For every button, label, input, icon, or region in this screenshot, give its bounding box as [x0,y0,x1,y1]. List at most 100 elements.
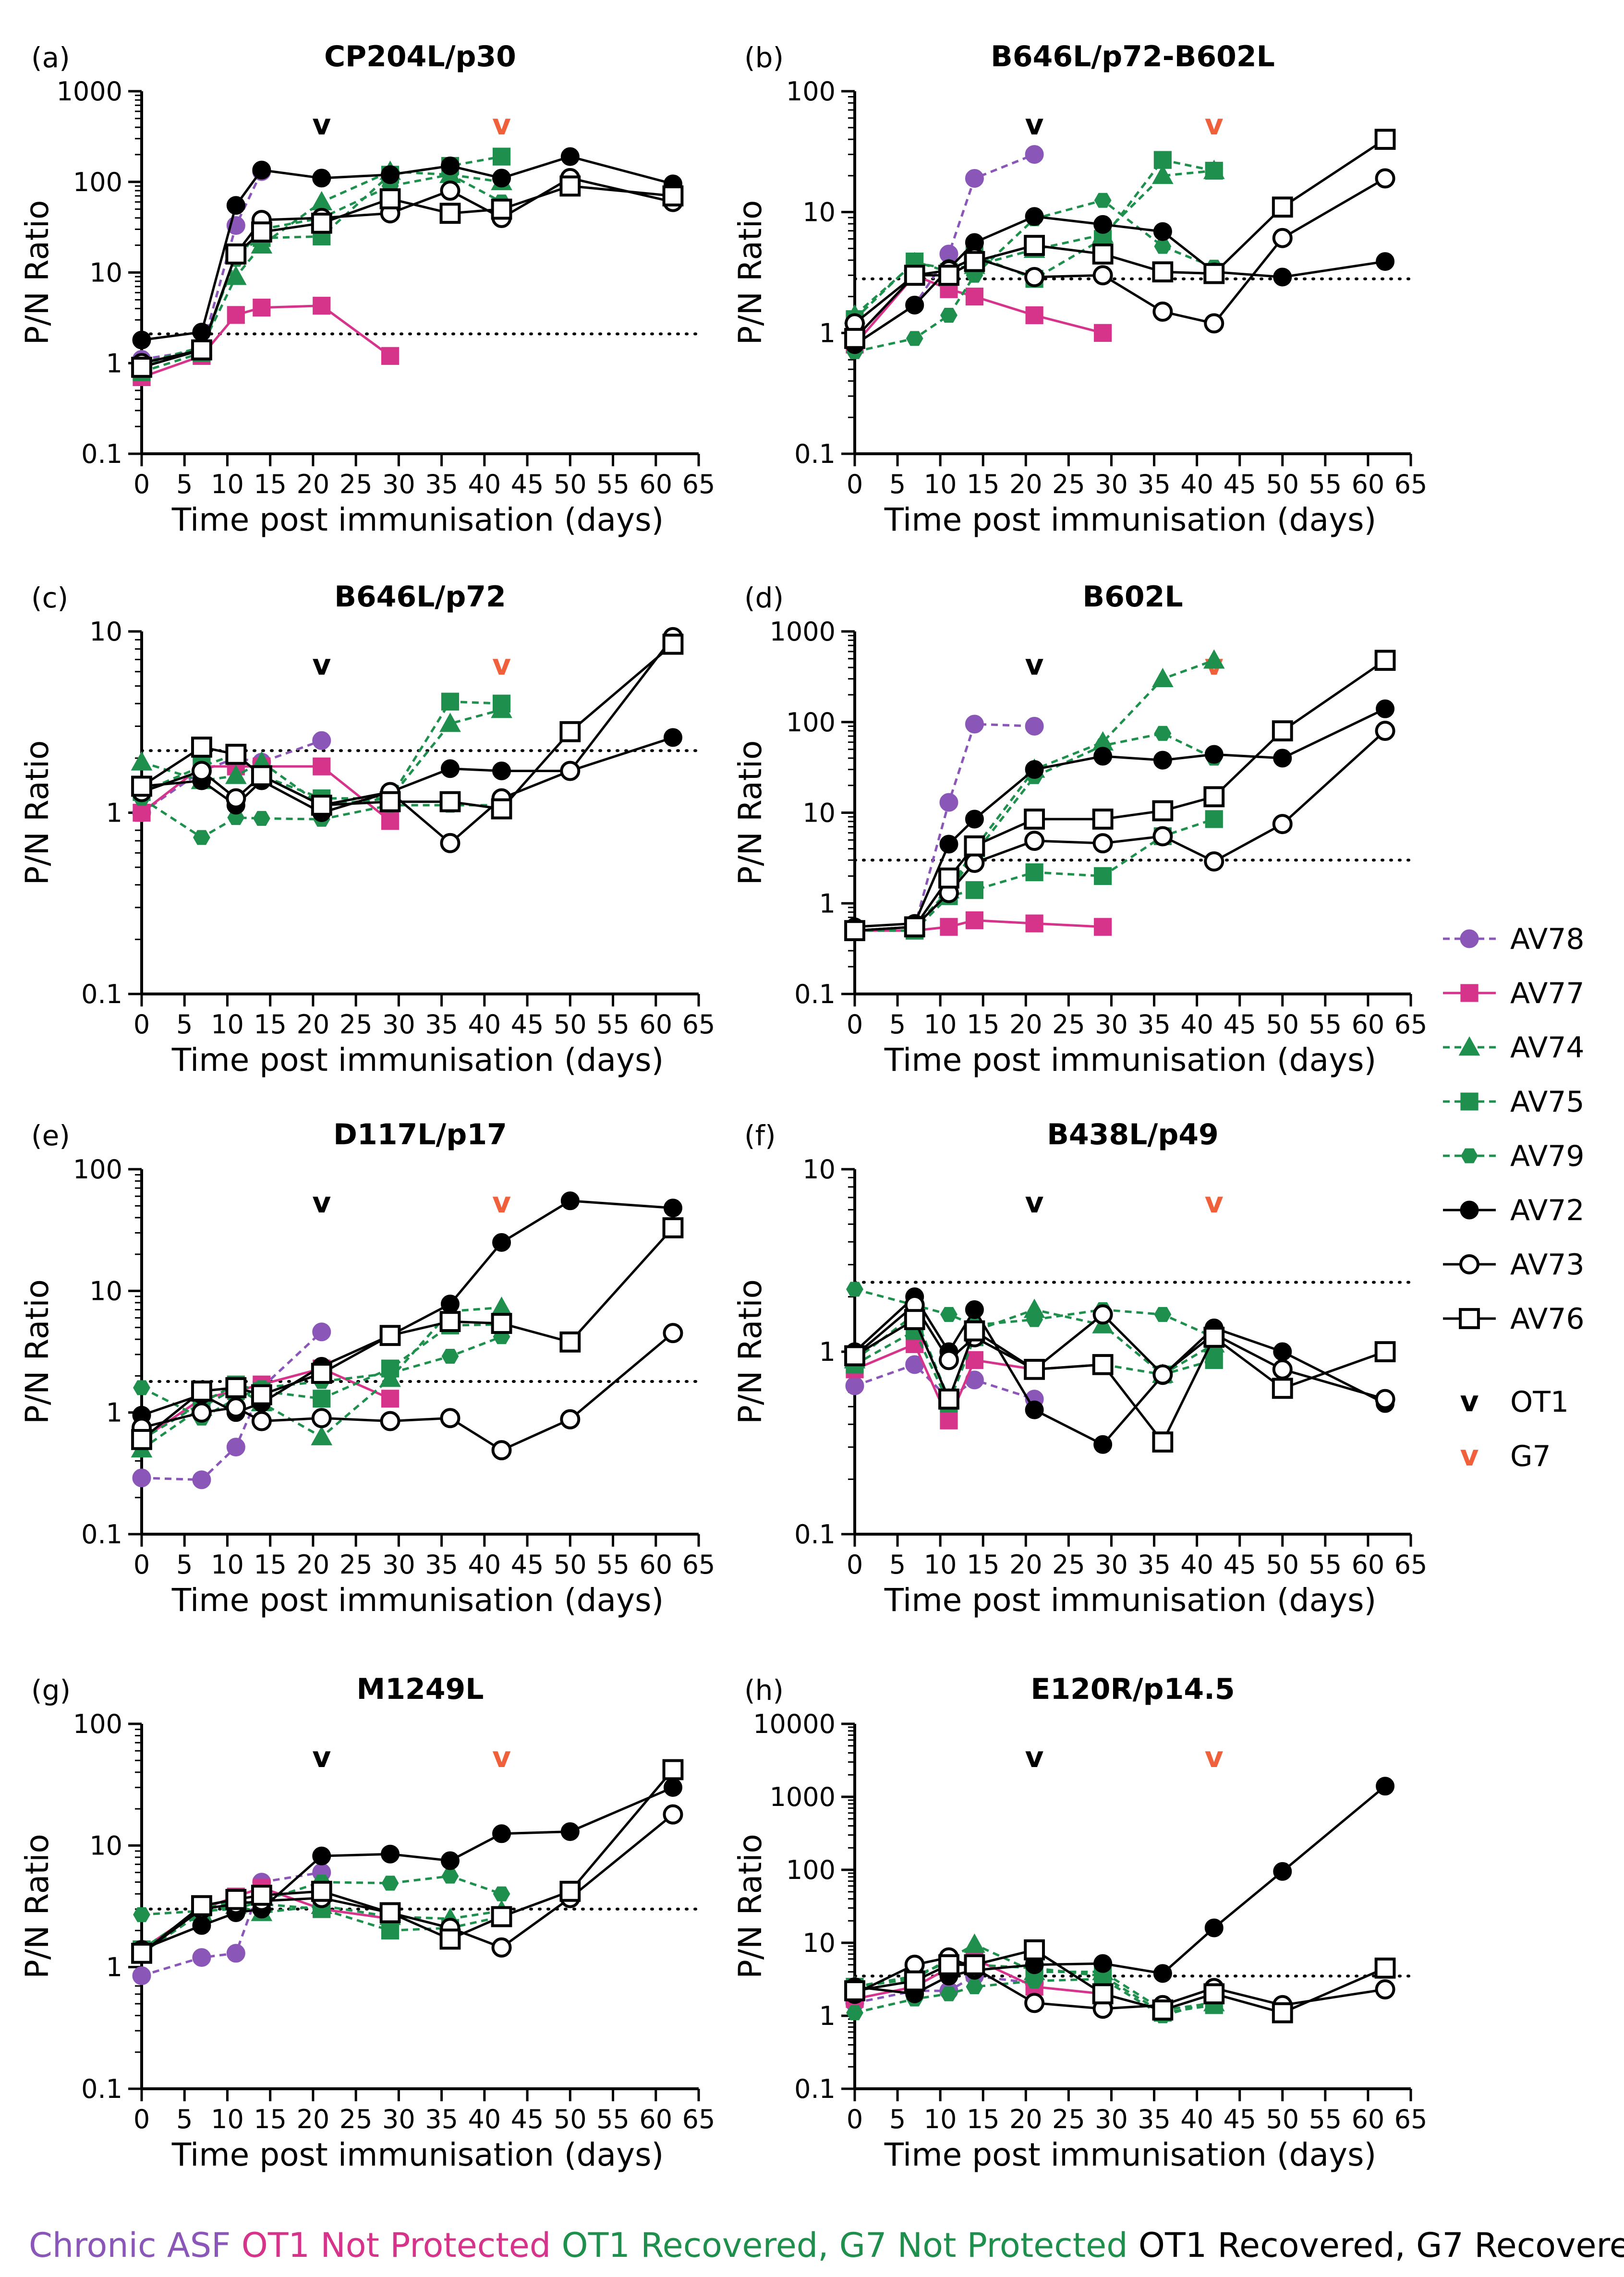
x-axis-label: Time post immunisation (days) [884,501,1376,538]
group-legend-footer: Chronic ASF OT1 Not Protected OT1 Recove… [29,2226,1624,2265]
data-point [1204,745,1224,764]
series-av73 [132,627,683,853]
x-tick-label: 40 [1180,2104,1213,2134]
data-point [1025,207,1044,226]
data-point [1093,1435,1113,1454]
x-tick-label: 5 [889,469,906,499]
data-point [846,1282,863,1297]
data-point [380,1411,400,1431]
data-point [492,694,511,713]
data-point [844,920,865,941]
series-av76 [131,1759,684,1964]
data-point [964,1320,985,1342]
data-point [1375,168,1395,189]
data-point [440,1851,460,1870]
series-line [141,1768,674,1954]
data-point [1153,222,1172,241]
data-point [379,791,401,812]
legend-marker-symbol: v [1460,1385,1479,1418]
chart-panel-e120r-p14-5: (h) E120R/p14.5 0.1 1 10 100 1000 10000 0 5 10 15 20… [732,1672,1427,2173]
data-point [1204,1918,1224,1938]
chart-panel-b646l-p72: (c) B646L/p72 0.1 1 10 0 5 10 15 20 25 30 35 40 45 50 55… [19,580,715,1078]
data-point [1375,1979,1395,2000]
data-point [491,1906,512,1927]
data-point [492,169,511,188]
y-tick-label: 10 [89,258,122,288]
data-point [1094,324,1112,342]
data-point [1205,161,1223,180]
x-tick-label: 20 [1009,2104,1042,2134]
data-point [1272,720,1293,741]
x-tick-label: 45 [1223,1009,1256,1040]
x-tick-label: 20 [297,1009,330,1040]
legend-item-av78: AV78 [1443,922,1585,956]
x-tick-label: 60 [639,1009,672,1040]
data-point [191,737,212,758]
data-point [440,759,460,778]
data-point [379,1902,401,1924]
data-point [964,1933,985,1953]
data-point [491,1296,512,1316]
series-line [854,1977,1214,2017]
series-line [141,171,263,361]
y-tick-label: 0.1 [794,439,836,469]
y-axis-label: P/N Ratio [19,740,56,885]
data-point [1205,810,1223,828]
y-tick-label: 100 [73,167,122,197]
data-point [133,803,151,822]
immunisation-marker-g7: v [1205,1186,1224,1220]
x-axis-label: Time post immunisation (days) [171,1042,664,1078]
data-point [493,1886,510,1902]
legend-label: AV77 [1510,977,1585,1010]
legend-item-av74: AV74 [1443,1031,1585,1065]
data-point [225,743,247,765]
data-point [559,1880,581,1902]
y-tick-label: 1000 [57,76,122,107]
x-tick-label: 15 [967,2104,1000,2134]
data-point [251,1384,272,1405]
data-point [381,1876,399,1891]
data-point [225,243,247,265]
x-tick-label: 40 [1180,1550,1213,1580]
data-point [227,306,245,324]
y-tick-label: 0.1 [81,2074,122,2104]
data-point [225,1889,247,1910]
x-tick-label: 55 [1309,469,1342,499]
y-tick-label: 10 [802,1154,836,1185]
y-axis-label: P/N Ratio [732,1834,769,1979]
x-tick-label: 5 [176,2104,193,2134]
data-point [492,1233,511,1252]
series-line [141,170,502,369]
data-point [381,165,400,184]
x-tick-label: 40 [468,1550,501,1580]
data-point [965,1300,984,1319]
data-point [1273,1862,1292,1881]
data-point [1026,1312,1043,1327]
data-point [1375,721,1395,741]
data-point [1152,800,1174,822]
data-point [1025,716,1044,736]
x-tick-label: 55 [596,1009,630,1040]
data-point [492,762,511,781]
series-av77 [133,297,400,387]
data-point [191,761,212,781]
data-point [1273,749,1292,768]
x-tick-label: 15 [967,1550,1000,1580]
data-point [1024,808,1045,830]
legend-label: OT1 [1510,1385,1569,1419]
data-point [904,265,925,286]
series-av76 [131,175,684,378]
data-point [132,1468,151,1488]
legend-label: AV79 [1510,1139,1585,1173]
data-point [940,1307,957,1322]
chart-panel-cp204l-p30: (a) CP204L/p30 0.1 1 10 100 1000 0 5 10 15 20 25 30 35… [19,40,715,538]
panel-title: CP204L/p30 [324,40,516,73]
x-tick-label: 25 [1052,469,1085,499]
series-line [854,1288,1215,1339]
data-point [1026,1973,1043,1989]
data-point [1203,1327,1225,1348]
data-point [441,692,460,711]
data-point [379,1325,401,1346]
data-point [904,1970,925,1992]
x-tick-label: 10 [211,1009,244,1040]
